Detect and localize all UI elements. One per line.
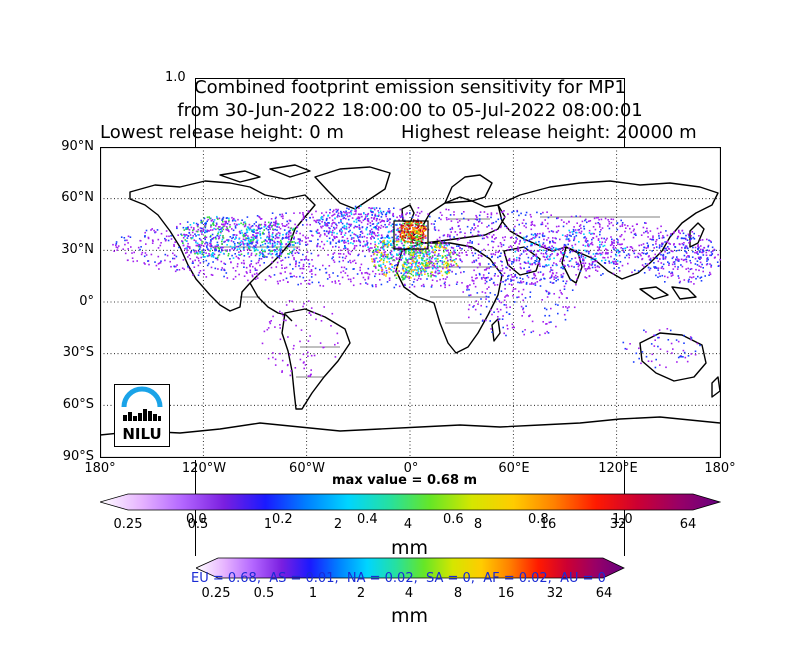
ghost-axis-top bbox=[195, 78, 625, 79]
colorbar-main-tick: 64 bbox=[679, 517, 697, 532]
ghost-axis-right bbox=[624, 78, 625, 148]
lat-label: 30°S bbox=[62, 345, 94, 360]
ghost-axis-tick: 0.0 bbox=[186, 512, 207, 527]
lon-label: 60°E bbox=[498, 461, 530, 476]
lon-label: 60°W bbox=[289, 461, 325, 476]
emission-sensitivity-field bbox=[112, 205, 721, 377]
colorbar-main-unit: mm bbox=[391, 537, 429, 559]
lon-label: 120°E bbox=[598, 461, 638, 476]
ghost-axis-tick: 0.4 bbox=[357, 512, 378, 527]
ghost-axis-tick: 0.6 bbox=[443, 512, 464, 527]
colorbar-second-tick: 16 bbox=[497, 586, 515, 601]
world-map bbox=[100, 147, 721, 458]
lat-label: 90°S bbox=[62, 449, 94, 464]
title-line-3-right: Highest release height: 20000 m bbox=[401, 122, 697, 143]
title-line-3-left: Lowest release height: 0 m bbox=[100, 122, 344, 143]
title-line-2: from 30-Jun-2022 18:00:00 to 05-Jul-2022… bbox=[177, 100, 643, 121]
ghost-axis-tick: 1.0 bbox=[612, 512, 633, 527]
colorbar-main-tick: 0.5 bbox=[187, 517, 209, 532]
colorbar-second-tick: 0.25 bbox=[201, 586, 231, 601]
colorbar-main-tick: 16 bbox=[539, 517, 557, 532]
colorbar-second-unit: mm bbox=[391, 605, 429, 627]
colorbar-second-tick: 0.5 bbox=[253, 586, 275, 601]
lat-label: 30°N bbox=[61, 242, 94, 257]
max-value-label: max value = 0.68 m bbox=[332, 473, 478, 488]
ghost-axis-tick: 0.8 bbox=[528, 512, 549, 527]
colorbar-main-tick: 4 bbox=[403, 517, 413, 532]
colorbar-main-tick: 32 bbox=[609, 517, 627, 532]
colorbar-main bbox=[100, 493, 721, 511]
nilu-logo-mark-icon bbox=[121, 386, 163, 421]
colorbar-second-tick: 1 bbox=[308, 586, 318, 601]
colorbar-main-tick: 0.25 bbox=[113, 517, 143, 532]
ghost-axis-left bbox=[195, 78, 196, 148]
lat-label: 90°N bbox=[61, 139, 94, 154]
title-line-1: Combined footprint emission sensitivity … bbox=[194, 77, 626, 98]
lon-label: 120°W bbox=[181, 461, 227, 476]
region-stats: EU = 0.68, AS = 0.01, NA = 0.02, SA = 0,… bbox=[191, 571, 606, 586]
lon-label: 180° bbox=[84, 461, 116, 476]
nilu-logo: NILU bbox=[114, 384, 170, 447]
colorbar-second-tick: 32 bbox=[546, 586, 564, 601]
ghost-axis-top-label: 1.0 bbox=[165, 70, 186, 85]
source-highlight bbox=[393, 220, 429, 250]
colorbar-second bbox=[196, 557, 625, 579]
colorbar-main-tick: 8 bbox=[473, 517, 483, 532]
colorbar-second-tick: 8 bbox=[453, 586, 463, 601]
colorbar-second-tick: 64 bbox=[595, 586, 613, 601]
nilu-logo-text: NILU bbox=[122, 425, 162, 443]
lon-label: 0° bbox=[403, 461, 419, 476]
lon-label: 180° bbox=[704, 461, 736, 476]
colorbar-second-tick: 4 bbox=[404, 586, 414, 601]
lat-label: 60°S bbox=[62, 397, 94, 412]
lat-label: 0° bbox=[79, 294, 94, 309]
colorbar-main-tick: 2 bbox=[333, 517, 343, 532]
lat-label: 60°N bbox=[61, 190, 94, 205]
ghost-axis-tick: 0.2 bbox=[272, 512, 293, 527]
colorbar-main-tick: 1 bbox=[263, 517, 273, 532]
colorbar-second-tick: 2 bbox=[356, 586, 366, 601]
